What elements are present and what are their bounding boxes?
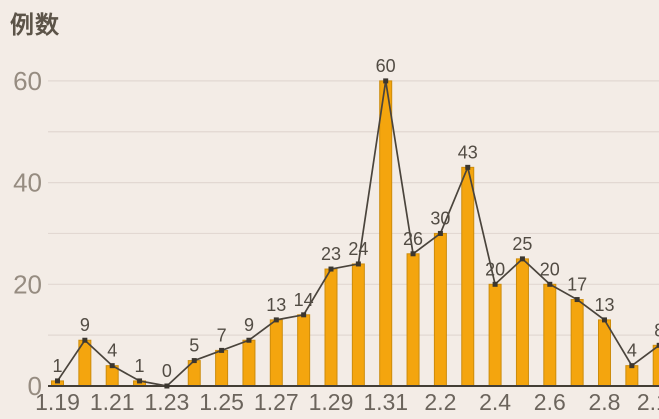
bar	[652, 344, 659, 387]
data-point-marker	[137, 378, 143, 384]
bar	[625, 365, 639, 387]
data-point-marker	[219, 347, 225, 353]
y-tick-label: 20	[13, 269, 42, 299]
data-label: 17	[567, 275, 587, 295]
data-point-marker	[383, 78, 389, 84]
data-point-marker	[109, 363, 115, 369]
bar	[379, 80, 393, 387]
data-label: 14	[294, 290, 314, 310]
data-point-marker	[328, 266, 334, 272]
data-point-marker	[492, 281, 498, 287]
bar	[269, 319, 283, 387]
bar	[215, 349, 229, 387]
data-label: 20	[485, 259, 505, 279]
bar	[488, 283, 502, 387]
bar	[351, 263, 365, 387]
data-label: 30	[430, 208, 450, 228]
data-point-marker	[55, 378, 60, 384]
x-tick-label: 2.8	[589, 389, 621, 415]
data-label: 5	[189, 336, 199, 356]
data-point-marker	[410, 251, 416, 257]
x-tick-label: 2.2	[424, 389, 456, 415]
bar	[570, 299, 584, 387]
y-axis-title: 例数	[10, 12, 60, 39]
data-point-marker	[191, 358, 197, 364]
y-tick-label: 60	[13, 66, 42, 96]
x-tick-label: 1.31	[363, 389, 408, 415]
data-label: 7	[217, 325, 227, 345]
data-point-marker	[602, 317, 607, 323]
bar	[598, 319, 611, 387]
y-tick-label: 0	[28, 371, 42, 401]
data-point-marker	[629, 363, 635, 369]
data-label: 9	[244, 315, 254, 335]
x-tick-label: 1.27	[254, 389, 299, 415]
x-tick-label: 1.21	[90, 389, 135, 415]
data-label: 1	[135, 356, 145, 376]
data-label: 8	[654, 320, 659, 340]
data-label: 1	[52, 356, 62, 376]
data-point-marker	[164, 383, 170, 389]
x-tick-label: 2.10	[637, 389, 659, 415]
x-tick-label: 1.29	[309, 389, 354, 415]
data-label: 20	[540, 259, 560, 279]
data-label: 4	[107, 341, 117, 361]
data-point-marker	[656, 342, 659, 348]
data-label: 25	[512, 234, 532, 254]
bar	[242, 339, 256, 387]
x-tick-label: 2.6	[534, 389, 566, 415]
data-label: 26	[403, 229, 423, 249]
y-tick-label: 40	[13, 168, 42, 198]
data-label: 60	[376, 56, 396, 76]
data-label: 43	[458, 142, 478, 162]
x-tick-label: 1.19	[35, 389, 80, 415]
bar	[543, 283, 557, 387]
x-tick-label: 1.23	[145, 389, 190, 415]
data-point-marker	[465, 164, 471, 170]
x-tick-label: 1.25	[199, 389, 244, 415]
data-point-marker	[437, 230, 443, 236]
bar	[406, 253, 420, 387]
data-label: 13	[594, 295, 614, 315]
bar	[461, 166, 475, 387]
data-point-marker	[574, 297, 580, 303]
data-label: 24	[348, 239, 368, 259]
data-label: 13	[266, 295, 286, 315]
bar	[324, 268, 338, 387]
data-point-marker	[273, 317, 279, 323]
data-point-marker	[246, 337, 252, 343]
data-label: 23	[321, 244, 341, 264]
data-point-marker	[519, 256, 525, 262]
data-point-marker	[355, 261, 361, 267]
bar	[433, 232, 447, 387]
data-point-marker	[82, 337, 88, 343]
x-tick-label: 2.4	[479, 389, 511, 415]
data-label: 0	[162, 361, 172, 381]
data-point-marker	[301, 312, 307, 318]
data-label: 9	[80, 315, 90, 335]
bar	[515, 258, 529, 387]
data-point-marker	[547, 281, 553, 287]
bar	[297, 314, 311, 387]
data-label: 4	[627, 341, 637, 361]
